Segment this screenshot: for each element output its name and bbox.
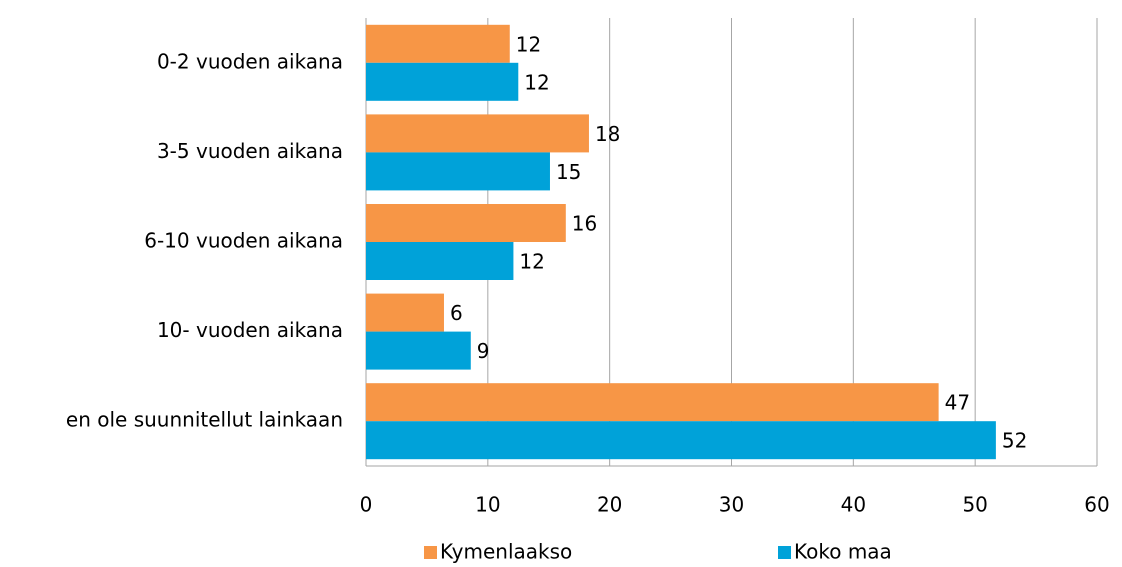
legend-swatch: [424, 546, 437, 559]
category-label: 3-5 vuoden aikana: [157, 139, 343, 163]
x-tick-label: 0: [360, 493, 373, 517]
value-label: 15: [556, 160, 581, 184]
value-label: 47: [945, 391, 970, 415]
bar: [366, 293, 444, 332]
bar: [366, 24, 510, 63]
value-label: 12: [524, 70, 549, 94]
category-label: 0-2 vuoden aikana: [157, 49, 343, 73]
x-tick-label: 10: [475, 493, 500, 517]
bar: [366, 421, 996, 460]
bar: [366, 383, 939, 422]
bar: [366, 62, 519, 101]
bar: [366, 204, 566, 242]
value-label: 12: [516, 32, 541, 56]
value-label: 18: [595, 122, 620, 146]
x-tick-label: 40: [841, 493, 866, 517]
x-tick-label: 50: [962, 493, 987, 517]
x-tick-label: 60: [1084, 493, 1109, 517]
value-label: 12: [519, 250, 544, 274]
category-label: 10- vuoden aikana: [157, 318, 343, 342]
x-tick-label: 20: [597, 493, 622, 517]
value-label: 9: [477, 339, 490, 363]
category-label: 6-10 vuoden aikana: [144, 229, 343, 253]
value-label: 16: [572, 212, 597, 236]
bar: [366, 152, 550, 191]
value-label: 6: [450, 301, 463, 325]
legend-label: Koko maa: [794, 540, 892, 564]
bar: [366, 331, 471, 370]
legend-swatch: [778, 546, 791, 559]
legend-label: Kymenlaakso: [440, 540, 572, 564]
bar: [366, 114, 589, 153]
value-label: 52: [1002, 429, 1027, 453]
category-label: en ole suunnitellut lainkaan: [66, 408, 343, 432]
x-tick-label: 30: [719, 493, 744, 517]
bar: [366, 242, 514, 280]
